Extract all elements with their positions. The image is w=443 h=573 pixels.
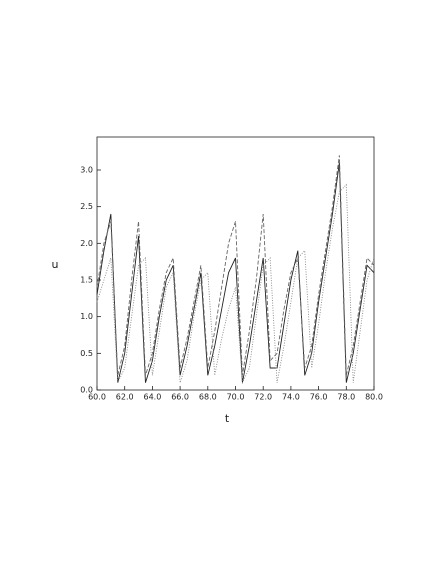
y-tick-label: 1.5: [80, 276, 93, 285]
x-tick-label: 74.0: [282, 393, 300, 402]
y-tick-label: 3.0: [80, 166, 93, 175]
x-tick-label: 80.0: [365, 393, 383, 402]
x-tick-label: 78.0: [337, 393, 355, 402]
y-tick-label: 0.0: [80, 386, 93, 395]
y-tick-label: 0.5: [80, 349, 93, 358]
x-tick-label: 72.0: [254, 393, 272, 402]
x-tick-label: 66.0: [171, 393, 189, 402]
y-axis-label: u: [52, 258, 59, 271]
x-tick-label: 64.0: [143, 393, 161, 402]
x-tick-label: 62.0: [116, 393, 134, 402]
x-axis-label: t: [225, 412, 230, 425]
series-line: [96, 183, 375, 385]
x-tick-label: 70.0: [227, 393, 245, 402]
y-tick-label: 1.0: [80, 312, 93, 321]
x-tick-label: 76.0: [310, 393, 328, 402]
y-tick-label: 2.5: [80, 202, 93, 211]
y-tick-label: 2.0: [80, 239, 93, 248]
series-line: [96, 155, 375, 376]
x-tick-label: 60.0: [88, 393, 106, 402]
series-line: [96, 162, 375, 383]
x-tick-label: 68.0: [199, 393, 217, 402]
